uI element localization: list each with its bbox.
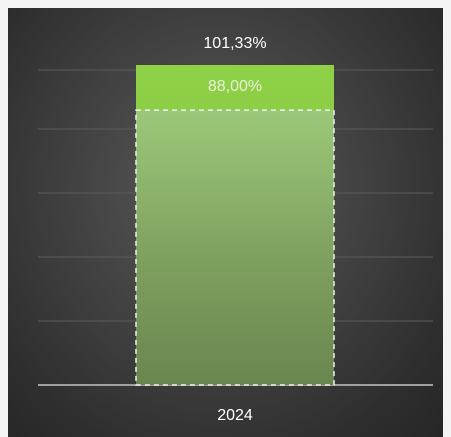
bar-achieved xyxy=(135,109,335,386)
labels: 101,33% 88,00% 2024 xyxy=(203,35,266,424)
bars xyxy=(135,65,335,386)
x-tick-label: 2024 xyxy=(217,407,253,424)
data-label-total: 101,33% xyxy=(203,35,266,52)
data-label-achieved: 88,00% xyxy=(208,78,262,95)
bar-chart: 101,33% 88,00% 2024 xyxy=(38,35,433,424)
chart-area: 101,33% 88,00% 2024 xyxy=(8,8,443,437)
